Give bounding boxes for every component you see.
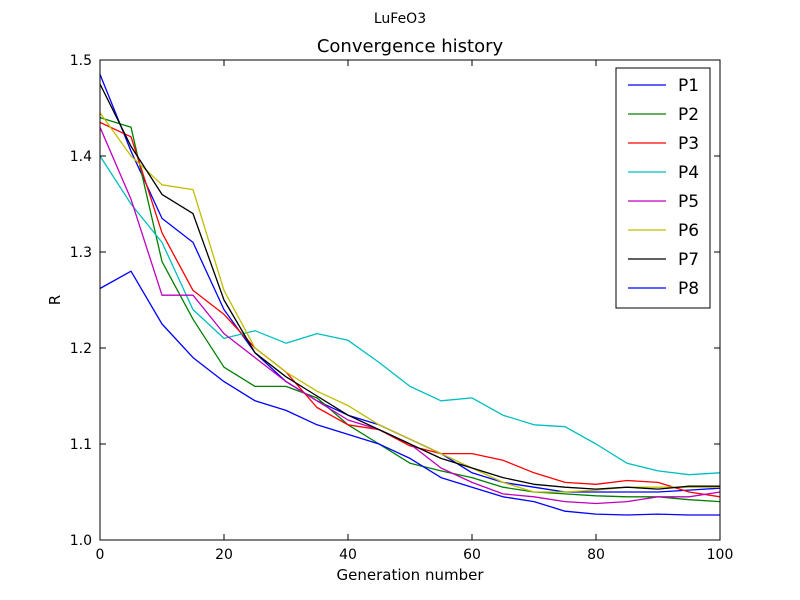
- ticks-layer: 0 20 40 60 80 100 1.0 1.1 1.2 1.3 1.4 1.5: [70, 53, 734, 563]
- x-tick-label: 40: [339, 547, 357, 563]
- series-line-p4: [99, 155, 721, 476]
- chart-title: Convergence history: [317, 36, 504, 57]
- legend-label-p3: P3: [678, 134, 699, 154]
- series-line-p7: [99, 83, 720, 490]
- y-tick-label: 1.3: [70, 245, 92, 261]
- legend-label-p8: P8: [678, 279, 699, 299]
- y-tick-label: 1.0: [70, 533, 92, 549]
- plot-frame: [99, 59, 721, 541]
- legend-box: [615, 67, 711, 309]
- legend-label-p1: P1: [678, 76, 699, 96]
- legend-label-p6: P6: [678, 221, 699, 241]
- x-tick-label: 100: [707, 547, 734, 563]
- legend-label-p5: P5: [678, 192, 699, 212]
- series-line-p2: [99, 116, 721, 503]
- legend-label-p7: P7: [678, 250, 699, 270]
- y-tick-label: 1.2: [70, 341, 92, 357]
- series-line-p8: [99, 270, 720, 516]
- x-tick-label: 80: [587, 547, 605, 563]
- legend: P1 P2 P3 P4 P5 P6 P7 P8: [615, 67, 711, 309]
- y-tick-label: 1.1: [70, 437, 92, 453]
- x-tick-label: 0: [96, 547, 105, 563]
- x-tick-label: 60: [463, 547, 481, 563]
- y-tick-label: 1.5: [70, 53, 92, 69]
- y-tick-label: 1.4: [70, 149, 92, 165]
- y-axis-label: R: [46, 295, 64, 305]
- series-layer: [99, 74, 721, 516]
- legend-label-p2: P2: [678, 105, 699, 125]
- figure-suptitle: LuFeO3: [374, 11, 426, 27]
- x-tick-label: 20: [215, 547, 233, 563]
- series-line-p3: [99, 121, 721, 498]
- legend-label-p4: P4: [678, 163, 699, 183]
- x-axis-label: Generation number: [337, 566, 485, 584]
